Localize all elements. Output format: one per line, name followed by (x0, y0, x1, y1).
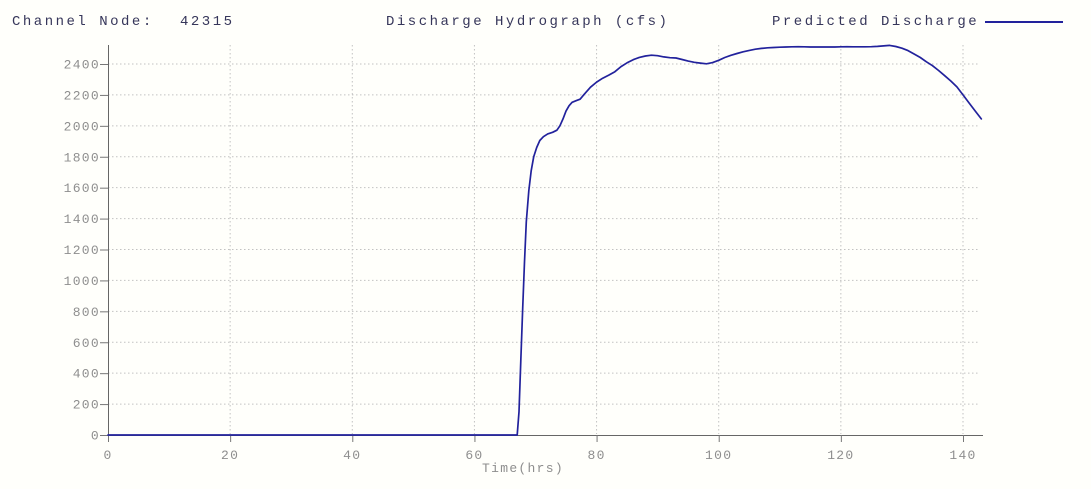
y-tick-label: 1600 (64, 181, 100, 196)
channel-node-label: Channel Node: (12, 14, 154, 30)
y-tick-label: 1800 (64, 150, 100, 165)
y-tick-label: 2400 (64, 58, 100, 73)
x-tick-label: 20 (221, 448, 239, 463)
x-tick-label: 120 (827, 448, 854, 463)
legend-label: Predicted Discharge (772, 14, 980, 30)
legend-line-sample (985, 21, 1063, 23)
y-tick-label: 0 (91, 429, 100, 444)
axis-lines (108, 45, 983, 436)
x-axis-title: Time(hrs) (482, 461, 564, 476)
x-tick-label: 100 (705, 448, 732, 463)
y-tick-label: 1000 (64, 274, 100, 289)
discharge-curve (107, 44, 983, 436)
y-tick-label: 400 (73, 367, 100, 382)
y-tick-label: 200 (73, 398, 100, 413)
x-tick-label: 60 (465, 448, 483, 463)
x-tick-label: 140 (949, 448, 976, 463)
chart-title: Discharge Hydrograph (cfs) (386, 14, 670, 30)
x-tick-label: 80 (587, 448, 605, 463)
y-tick-label: 800 (73, 305, 100, 320)
y-tick-label: 600 (73, 336, 100, 351)
x-tick-label: 40 (343, 448, 361, 463)
y-tick-label: 2000 (64, 119, 100, 134)
y-tick-label: 1200 (64, 243, 100, 258)
y-tick-label: 2200 (64, 88, 100, 103)
channel-node-value: 42315 (180, 14, 235, 30)
x-tick-label: 0 (103, 448, 112, 463)
y-tick-label: 1400 (64, 212, 100, 227)
